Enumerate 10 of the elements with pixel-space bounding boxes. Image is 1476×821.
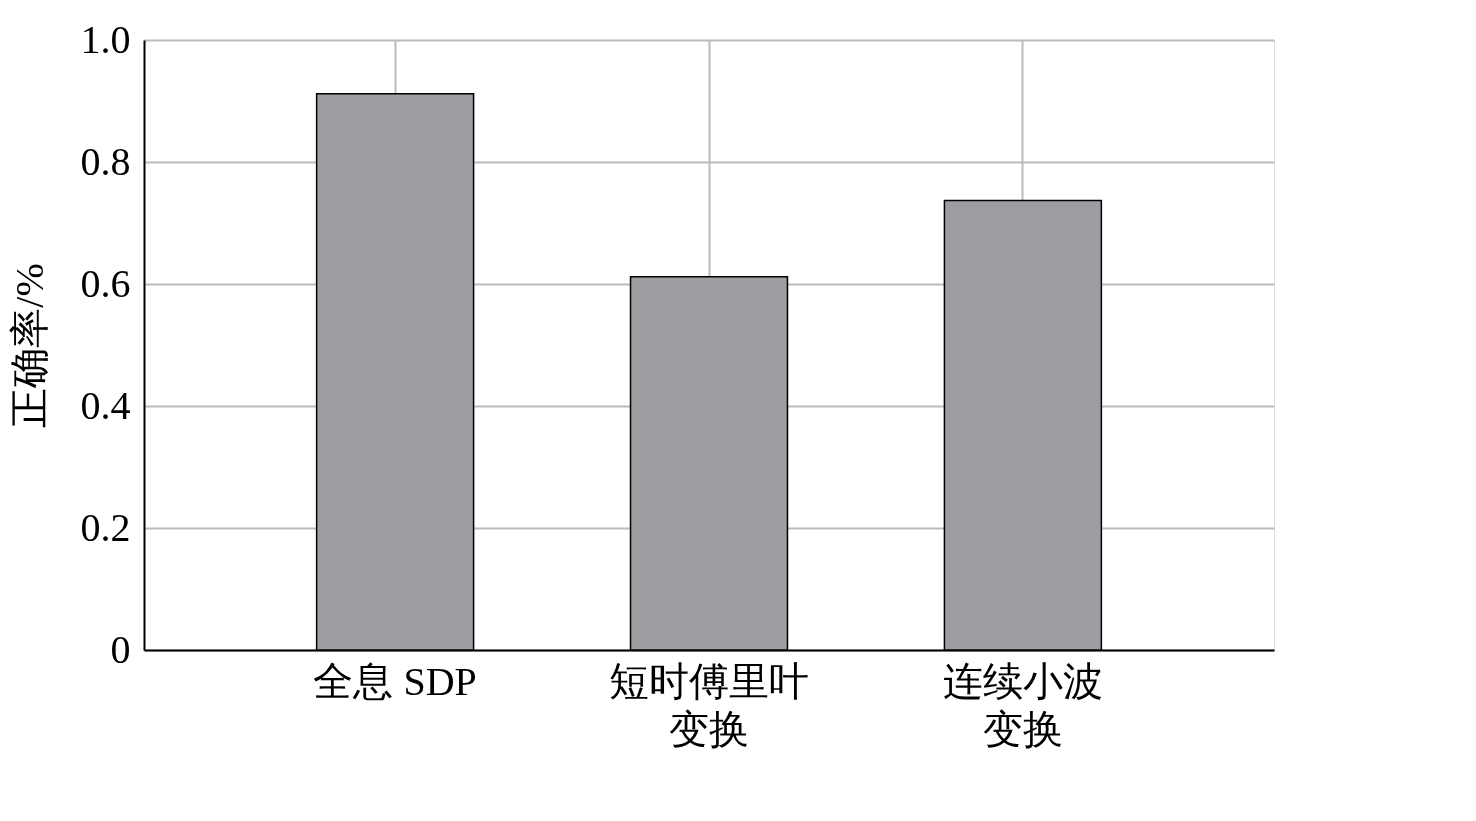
y-tick-label: 0.6 [80, 260, 131, 306]
x-tick-label: 连续小波变换 [942, 658, 1103, 752]
x-tick-label: 短时傅里叶变换 [609, 658, 809, 752]
y-tick-label: 0 [110, 626, 131, 672]
y-tick-label: 0.4 [80, 382, 131, 428]
y-tick-label: 1.0 [80, 16, 131, 62]
x-tick-label: 全息 SDP [313, 658, 477, 704]
y-axis-title: 正确率/% [6, 263, 52, 428]
y-tick-label: 0.8 [80, 138, 131, 184]
y-tick-label: 0.2 [80, 504, 131, 550]
